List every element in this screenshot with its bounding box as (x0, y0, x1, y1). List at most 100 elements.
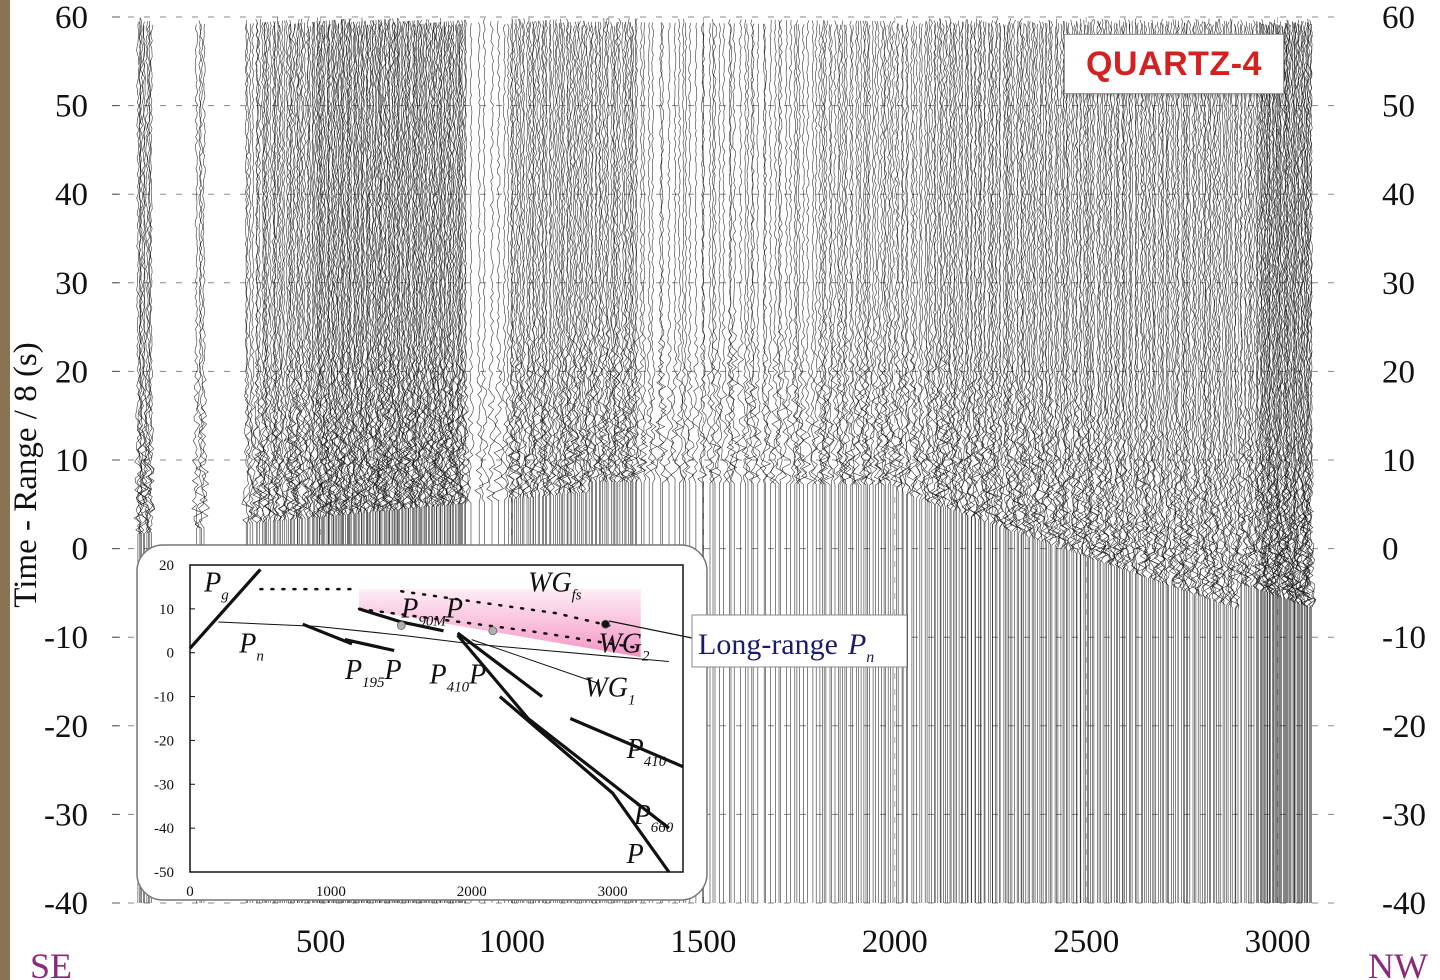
inset-x-tick-label: 2000 (457, 884, 487, 900)
seismic-trace (1224, 21, 1234, 903)
seismic-trace (748, 23, 760, 903)
inset-curve-p195p-b (344, 638, 395, 653)
seismic-trace (607, 25, 618, 903)
seismic-trace (975, 20, 986, 903)
seismic-trace (726, 23, 741, 903)
seismic-trace (1302, 23, 1317, 903)
seismic-trace (1200, 21, 1210, 903)
seismic-trace (1050, 26, 1060, 903)
seismic-trace (1184, 20, 1196, 903)
seismic-trace (625, 22, 637, 903)
seismic-trace (422, 23, 432, 903)
seismic-trace (349, 21, 360, 903)
left-frame-edge (0, 0, 10, 980)
seismic-trace (835, 24, 847, 903)
seismic-trace (381, 19, 392, 903)
inset-y-tick-label: -40 (154, 821, 174, 837)
seismic-trace (1241, 25, 1249, 903)
seismic-trace (1257, 22, 1266, 903)
seismic-trace (1028, 23, 1041, 903)
seismic-trace (1171, 20, 1185, 903)
seismic-trace (315, 21, 325, 903)
inset-curve-wgfs (400, 590, 614, 628)
seismic-trace (491, 20, 504, 903)
seismic-trace (276, 24, 287, 903)
seismic-trace (403, 20, 417, 903)
seismic-trace (939, 20, 951, 903)
seismic-trace (873, 21, 883, 903)
seismic-trace (948, 22, 959, 903)
seismic-trace (1163, 20, 1171, 903)
seismic-trace (1222, 21, 1231, 903)
seismic-trace (434, 22, 444, 903)
seismic-trace (1131, 21, 1140, 903)
inset-phase-label: P195P (344, 655, 402, 691)
seismic-trace (1035, 25, 1048, 903)
seismic-trace (136, 21, 144, 903)
seismic-trace (970, 22, 981, 903)
seismic-trace (1073, 22, 1088, 903)
seismic-trace (759, 23, 772, 903)
seismic-trace (571, 21, 580, 903)
seismic-trace (342, 22, 351, 903)
seismic-trace (248, 23, 259, 903)
seismic-trace (868, 20, 878, 903)
y-tick-label-right: -40 (1382, 886, 1426, 922)
inset-y-tick-label: -10 (154, 690, 174, 706)
inset-curve-p410p (456, 631, 544, 698)
seismic-trace (769, 19, 780, 903)
seismic-trace (785, 20, 796, 903)
seismic-trace (393, 17, 402, 903)
seismic-trace (374, 19, 386, 903)
seismic-trace (611, 22, 623, 903)
seismic-trace (681, 22, 690, 903)
seismic-trace (338, 19, 347, 903)
seismic-trace (1070, 24, 1078, 903)
seismic-trace (1286, 24, 1295, 903)
seismic-trace (359, 25, 366, 903)
seismic-trace (387, 22, 400, 903)
seismic-trace (1263, 21, 1278, 903)
seismic-trace (1194, 24, 1205, 903)
seismic-trace (1128, 20, 1136, 903)
seismic-trace (620, 22, 630, 903)
inset-marker (601, 619, 610, 629)
seismic-trace (1213, 18, 1225, 903)
seismic-trace (870, 20, 883, 903)
seismic-trace (1273, 24, 1284, 903)
seismic-trace (709, 23, 722, 903)
y-tick-label-left: -40 (44, 886, 88, 922)
seismic-trace (317, 20, 329, 903)
seismic-trace (365, 20, 376, 903)
seismic-trace (971, 18, 983, 903)
seismic-trace (378, 23, 390, 903)
seismic-trace (841, 24, 853, 903)
seismic-trace (414, 23, 423, 903)
seismic-trace (1168, 19, 1178, 903)
inset-x-tick-label: 1000 (316, 884, 346, 900)
seismic-trace (1173, 24, 1185, 903)
seismic-trace (1195, 19, 1201, 903)
seismic-trace (1200, 21, 1209, 903)
seismic-trace (632, 18, 642, 903)
seismic-trace (289, 23, 301, 903)
seismic-trace (1106, 25, 1117, 903)
seismic-trace (621, 18, 635, 903)
seismic-trace (404, 20, 413, 903)
inset-curve-p410 (569, 717, 684, 769)
seismic-trace (398, 25, 405, 903)
seismic-trace (1022, 20, 1033, 903)
seismic-trace (864, 24, 876, 903)
seismic-trace (1235, 23, 1246, 903)
seismic-trace (1259, 23, 1269, 903)
seismic-trace (245, 23, 255, 903)
seismic-trace (988, 20, 998, 903)
seismic-trace (559, 22, 567, 903)
seismic-trace (619, 21, 631, 903)
y-tick-label-right: -20 (1382, 709, 1426, 745)
inset-phase-label: P410P (428, 659, 486, 695)
seismic-trace (973, 20, 987, 903)
seismic-trace (1092, 20, 1103, 903)
seismic-trace (1228, 24, 1243, 903)
seismic-trace (326, 19, 340, 903)
